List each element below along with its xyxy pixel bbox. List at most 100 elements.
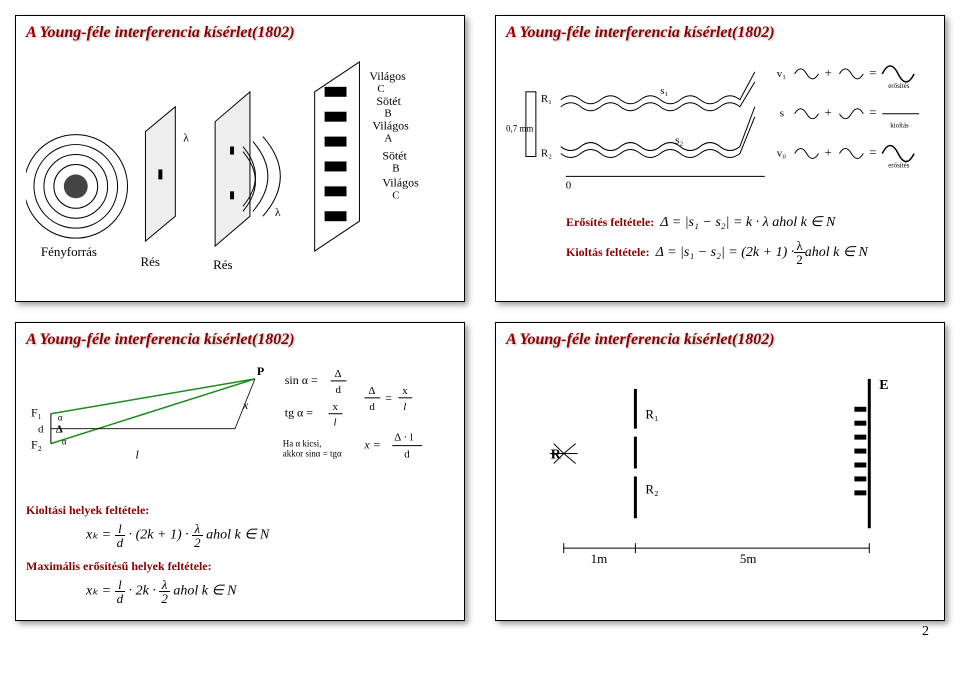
panel-3-diagram: F₁ F₂ d Δ α α l x P sin α = Δ d tg α = x… xyxy=(26,359,454,488)
eq-part: · 2k · xyxy=(129,584,156,599)
f-num: λ xyxy=(159,578,170,592)
svg-text:R₁: R₁ xyxy=(645,407,658,422)
frac-lam22: λ 2 xyxy=(159,578,170,605)
svg-text:x: x xyxy=(242,398,249,412)
svg-text:erősítés: erősítés xyxy=(888,82,910,90)
frac-ld2: l d xyxy=(115,578,126,605)
f-num: l xyxy=(115,578,126,592)
label-vilagos-1: Világos xyxy=(369,69,406,83)
panel-2-diagram: 0,7 mm R₁ R₂ 0 s₁ s₂ v₁ + = erősítés s xyxy=(506,52,934,201)
kioltas-frac: λ 2 xyxy=(794,239,805,266)
eq-part: ahol k ∈ N xyxy=(206,528,269,543)
svg-text:x: x xyxy=(402,385,408,397)
svg-text:Δ: Δ xyxy=(368,385,375,397)
svg-text:B: B xyxy=(392,162,399,174)
svg-text:d: d xyxy=(336,384,342,396)
svg-text:R₂: R₂ xyxy=(645,481,658,496)
kioltas-row: Kioltás feltétele: Δ = |s₁ − s₂| = (2k +… xyxy=(566,239,934,266)
panel-1-diagram: Fényforrás Rés Rés xyxy=(26,52,454,281)
eq-part: ahol k ∈ N xyxy=(173,584,236,599)
panel-1: A Young-féle interferencia kísérlet(1802… xyxy=(15,15,465,302)
svg-text:E: E xyxy=(879,378,888,393)
svg-text:x: x xyxy=(333,401,339,413)
svg-text:Δ · l: Δ · l xyxy=(394,432,413,444)
kioltas-helyek-eq: xₖ = l d · (2k + 1) · λ 2 ahol k ∈ N xyxy=(86,522,454,549)
label-fenyforras: Fényforrás xyxy=(41,244,97,259)
svg-text:F₁: F₁ xyxy=(31,406,42,420)
svg-text:s₁: s₁ xyxy=(660,85,668,97)
svg-text:=: = xyxy=(385,391,392,405)
svg-text:s₂: s₂ xyxy=(675,135,683,147)
panel-4: A Young-féle interferencia kísérlet(1802… xyxy=(495,322,945,621)
svg-text:akkor sinα = tgα: akkor sinα = tgα xyxy=(283,448,342,458)
svg-text:R₁: R₁ xyxy=(541,93,552,105)
kioltas-eq-right: ahol k ∈ N xyxy=(805,244,868,261)
panel-2-title: A Young-féle interferencia kísérlet(1802… xyxy=(506,24,934,42)
svg-text:F₂: F₂ xyxy=(31,438,42,452)
erosites-row: Erősítés feltétele: Δ = |s₁ − s₂| = k · … xyxy=(566,214,934,231)
svg-text:5m: 5m xyxy=(740,551,757,566)
svg-text:0,7 mm: 0,7 mm xyxy=(506,124,533,134)
kioltas-eq-left: Δ = |s₁ − s₂| = (2k + 1) · xyxy=(656,245,795,261)
svg-text:α: α xyxy=(58,413,63,423)
svg-text:v₁: v₁ xyxy=(777,68,786,80)
f-den: d xyxy=(115,592,126,605)
kioltas-helyek-label: Kioltási helyek feltétele: xyxy=(26,503,454,518)
svg-text:+: + xyxy=(825,65,832,80)
max-label: Maximális erősítésű helyek feltétele: xyxy=(26,559,454,574)
erosites-eq: Δ = |s₁ − s₂| = k · λ ahol k ∈ N xyxy=(660,214,835,231)
frac-lam2: λ 2 xyxy=(192,522,203,549)
label-res-1: Rés xyxy=(140,254,159,269)
svg-text:=: = xyxy=(869,65,876,80)
frac-num: λ xyxy=(794,239,805,253)
svg-text:+: + xyxy=(825,105,832,120)
svg-text:Δ: Δ xyxy=(56,424,63,436)
panel-2: A Young-féle interferencia kísérlet(1802… xyxy=(495,15,945,302)
f-num: λ xyxy=(192,522,203,536)
label-sotet-1: Sötét xyxy=(376,94,401,108)
svg-text:1m: 1m xyxy=(591,551,608,566)
svg-text:sin α =: sin α = xyxy=(285,373,318,387)
label-sotet-2: Sötét xyxy=(382,148,407,162)
panel-3: A Young-féle interferencia kísérlet(1802… xyxy=(15,322,465,621)
svg-text:l: l xyxy=(403,401,406,413)
svg-text:α: α xyxy=(62,437,67,447)
max-eq: xₖ = l d · 2k · λ 2 ahol k ∈ N xyxy=(86,578,454,605)
svg-text:Δ: Δ xyxy=(335,368,342,380)
svg-text:tg α =: tg α = xyxy=(285,406,314,420)
svg-text:+: + xyxy=(825,145,832,160)
panel-4-diagram: R R₁ R₂ E xyxy=(506,359,934,578)
f-num: l xyxy=(115,522,126,536)
svg-text:=: = xyxy=(869,105,876,120)
svg-text:P: P xyxy=(257,364,264,378)
svg-text:Ha α kicsi,: Ha α kicsi, xyxy=(283,439,322,449)
svg-text:d: d xyxy=(404,448,410,460)
eq-part: xₖ = xyxy=(86,584,111,599)
panel-3-title: A Young-féle interferencia kísérlet(1802… xyxy=(26,331,454,349)
svg-text:kioltás: kioltás xyxy=(890,122,909,130)
svg-text:A: A xyxy=(384,133,392,145)
kioltas-label: Kioltás feltétele: xyxy=(566,245,650,260)
slide-grid: A Young-féle interferencia kísérlet(1802… xyxy=(15,15,945,621)
label-res-2: Rés xyxy=(213,257,232,272)
eq-part: · (2k + 1) · xyxy=(129,528,189,543)
svg-text:d: d xyxy=(38,424,44,436)
svg-text:=: = xyxy=(869,145,876,160)
svg-text:R₂: R₂ xyxy=(541,148,552,160)
panel-4-title: A Young-féle interferencia kísérlet(1802… xyxy=(506,331,934,349)
erosites-label: Erősítés feltétele: xyxy=(566,215,654,230)
svg-text:erősítés: erősítés xyxy=(888,161,910,169)
svg-text:d: d xyxy=(369,401,375,413)
svg-text:s: s xyxy=(780,108,784,120)
f-den: 2 xyxy=(159,592,170,605)
frac-den: 2 xyxy=(794,253,805,266)
svg-text:l: l xyxy=(135,447,139,461)
f-den: 2 xyxy=(192,536,203,549)
svg-text:l: l xyxy=(334,417,337,429)
panel-1-title: A Young-féle interferencia kísérlet(1802… xyxy=(26,24,454,42)
eq-part: xₖ = xyxy=(86,528,111,543)
svg-text:λ: λ xyxy=(275,205,281,219)
svg-text:v₀: v₀ xyxy=(777,148,786,160)
svg-text:λ: λ xyxy=(183,131,189,145)
f-den: d xyxy=(115,536,126,549)
